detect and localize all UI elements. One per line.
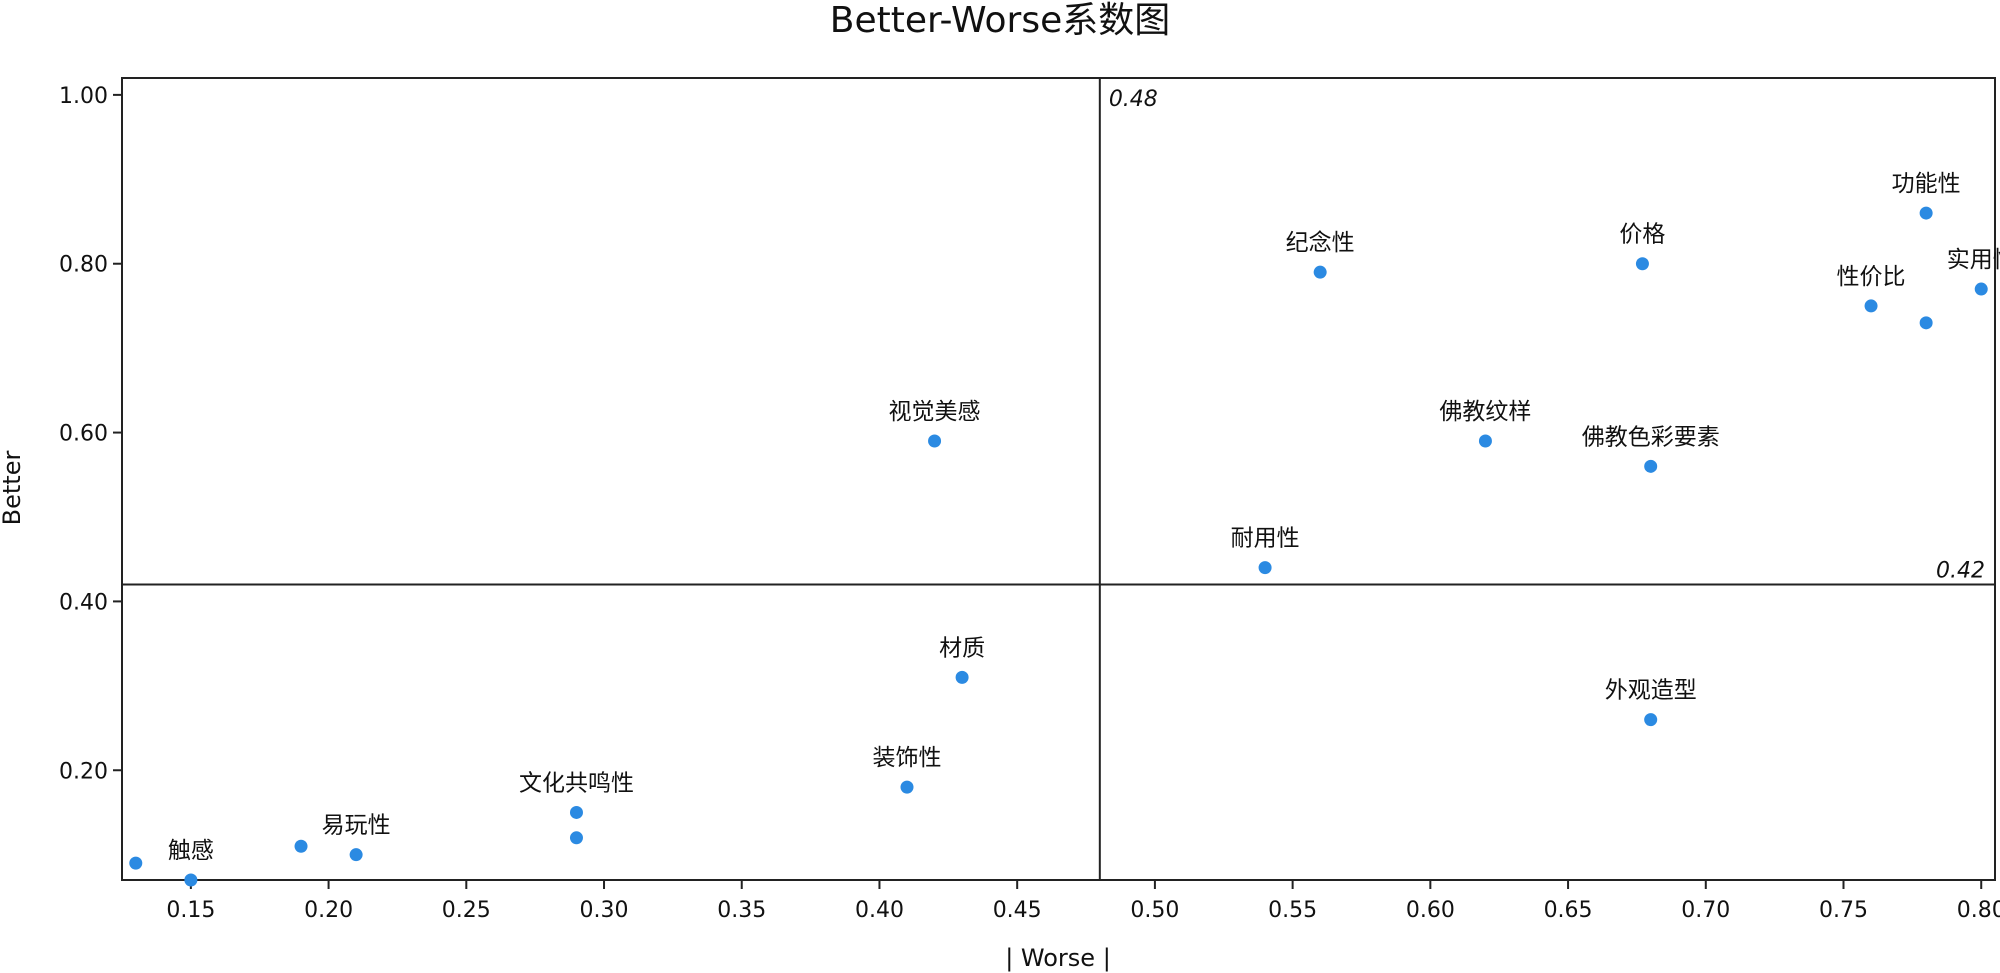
data-point: [129, 856, 143, 870]
data-point: [1644, 713, 1658, 727]
data-point-label: 性价比: [1837, 264, 1906, 290]
plot-area: 0.48 0.42 0.15 0.20 0.25 0.30 0.35 0.40 0.45 0.50…: [59, 77, 2000, 923]
data-point: [1313, 265, 1327, 279]
data-point: [1478, 434, 1492, 448]
data-point: [294, 839, 308, 853]
y-tick-label: 1.00: [59, 84, 108, 109]
data-point-label: 耐用性: [1231, 526, 1300, 552]
x-tick-label: 0.45: [993, 898, 1042, 923]
data-point-label: 视觉美感: [889, 399, 981, 425]
data-point-label: 文化共鸣性: [519, 770, 634, 796]
data-point: [1644, 459, 1658, 473]
data-point-label: 实用性: [1947, 247, 2000, 273]
x-axis-title: | Worse |: [1005, 944, 1111, 972]
data-point: [900, 780, 914, 794]
x-tick-label: 0.35: [717, 898, 766, 923]
x-tick-label: 0.25: [442, 898, 491, 923]
x-tick-label: 0.20: [304, 898, 353, 923]
x-tick-label: 0.65: [1544, 898, 1593, 923]
x-tick-label: 0.55: [1268, 898, 1317, 923]
data-point-label: 材质: [939, 635, 985, 661]
y-axis-title: Better: [0, 451, 26, 526]
data-point: [1919, 316, 1933, 330]
data-point-label: 功能性: [1892, 171, 1961, 197]
x-tick-label: 0.75: [1819, 898, 1868, 923]
worse-threshold-label: 0.48: [1109, 87, 1158, 112]
data-point: [1864, 299, 1878, 313]
data-point-label: 佛教色彩要素: [1582, 424, 1720, 450]
x-tick-label: 0.70: [1681, 898, 1730, 923]
x-tick-label: 0.40: [855, 898, 904, 923]
data-point-label: 触感: [168, 838, 214, 864]
data-point-label: 外观造型: [1605, 678, 1697, 704]
data-point-label: 价格: [1619, 222, 1665, 248]
x-tick-label: 0.15: [166, 898, 215, 923]
better-threshold-label: 0.42: [1936, 559, 1985, 584]
data-point: [955, 670, 969, 684]
plot-frame: [121, 77, 1996, 881]
chart-title: Better-Worse系数图: [830, 0, 1170, 41]
x-tick-label: 0.30: [580, 898, 629, 923]
data-point: [1258, 561, 1272, 575]
data-point-label: 易玩性: [322, 813, 391, 839]
y-tick-label: 0.80: [59, 253, 108, 278]
data-point-label: 装饰性: [873, 745, 942, 771]
data-point: [1919, 206, 1933, 220]
y-tick-label: 0.40: [59, 590, 108, 615]
x-tick-label: 0.80: [1957, 898, 2000, 923]
data-point: [1974, 282, 1988, 296]
x-tick-label: 0.50: [1130, 898, 1179, 923]
data-point: [349, 848, 363, 862]
data-point: [569, 805, 583, 819]
data-point: [569, 831, 583, 845]
y-tick-label: 0.60: [59, 422, 108, 447]
data-point: [184, 873, 198, 887]
data-point-label: 纪念性: [1286, 230, 1355, 256]
data-point: [928, 434, 942, 448]
x-tick-label: 0.60: [1406, 898, 1455, 923]
data-point: [1635, 257, 1649, 271]
y-tick-label: 0.20: [59, 759, 108, 784]
data-point-label: 佛教纹样: [1439, 399, 1531, 425]
